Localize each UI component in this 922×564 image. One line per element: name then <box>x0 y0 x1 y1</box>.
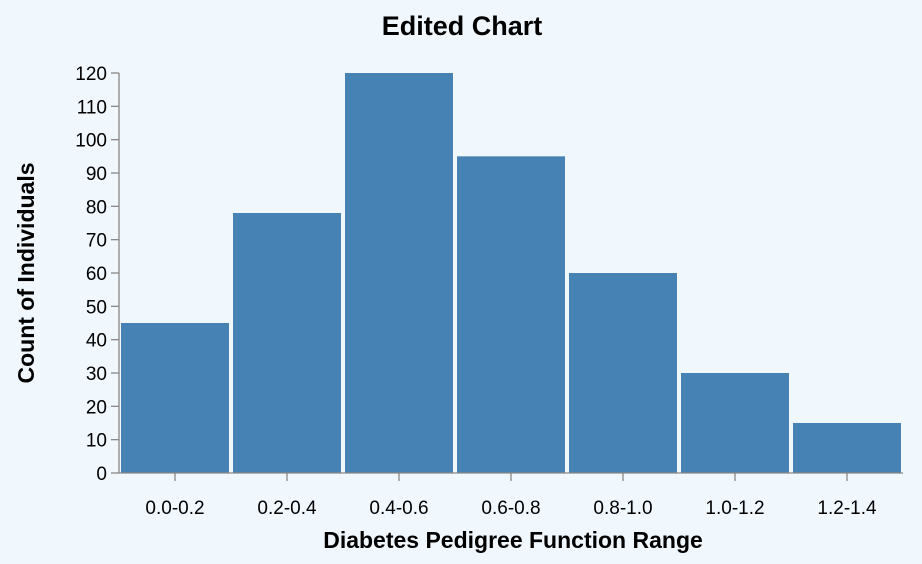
y-tick-label: 100 <box>75 131 107 152</box>
bar-1.0-1.2 <box>681 373 789 473</box>
x-tick-label: 0.4-0.6 <box>369 498 428 519</box>
y-tick-label: 90 <box>86 164 107 185</box>
x-tick-label: 0.0-0.2 <box>145 498 204 519</box>
x-tick-label: 1.0-1.2 <box>705 498 764 519</box>
y-tick-label: 120 <box>75 64 107 85</box>
y-axis: 0 10 20 30 40 50 60 70 80 90 100 110 120 <box>75 64 120 485</box>
bar-0.2-0.4 <box>233 213 341 473</box>
y-tick-label: 10 <box>86 431 107 452</box>
bar-0.6-0.8 <box>457 156 565 474</box>
x-axis: 0.0-0.2 0.2-0.4 0.4-0.6 0.6-0.8 0.8-1.0 1.0-1… <box>119 472 903 519</box>
x-tick-label: 0.6-0.8 <box>481 498 540 519</box>
y-tick-label: 40 <box>86 331 107 352</box>
x-axis-title: Diabetes Pedigree Function Range <box>323 527 703 553</box>
y-tick-label: 0 <box>96 464 107 485</box>
y-tick-label: 50 <box>86 297 107 318</box>
bar-0.8-1.0 <box>569 273 677 473</box>
y-tick-label: 20 <box>86 397 107 418</box>
y-tick-label: 60 <box>86 264 107 285</box>
y-tick-label: 110 <box>77 97 107 118</box>
y-tick-label: 80 <box>86 197 107 218</box>
x-tick-label: 1.2-1.4 <box>817 498 877 519</box>
x-tick-label: 0.2-0.4 <box>257 498 317 519</box>
bar-0.0-0.2 <box>121 323 229 473</box>
bars-group <box>121 73 901 474</box>
chart-title: Edited Chart <box>382 11 543 41</box>
y-tick-label: 30 <box>86 364 107 385</box>
y-tick-label: 70 <box>86 231 107 252</box>
x-tick-label: 0.8-1.0 <box>593 498 652 519</box>
bar-0.4-0.6 <box>345 73 453 473</box>
bar-1.2-1.4 <box>793 423 901 473</box>
y-axis-title: Count of Individuals <box>13 162 39 383</box>
